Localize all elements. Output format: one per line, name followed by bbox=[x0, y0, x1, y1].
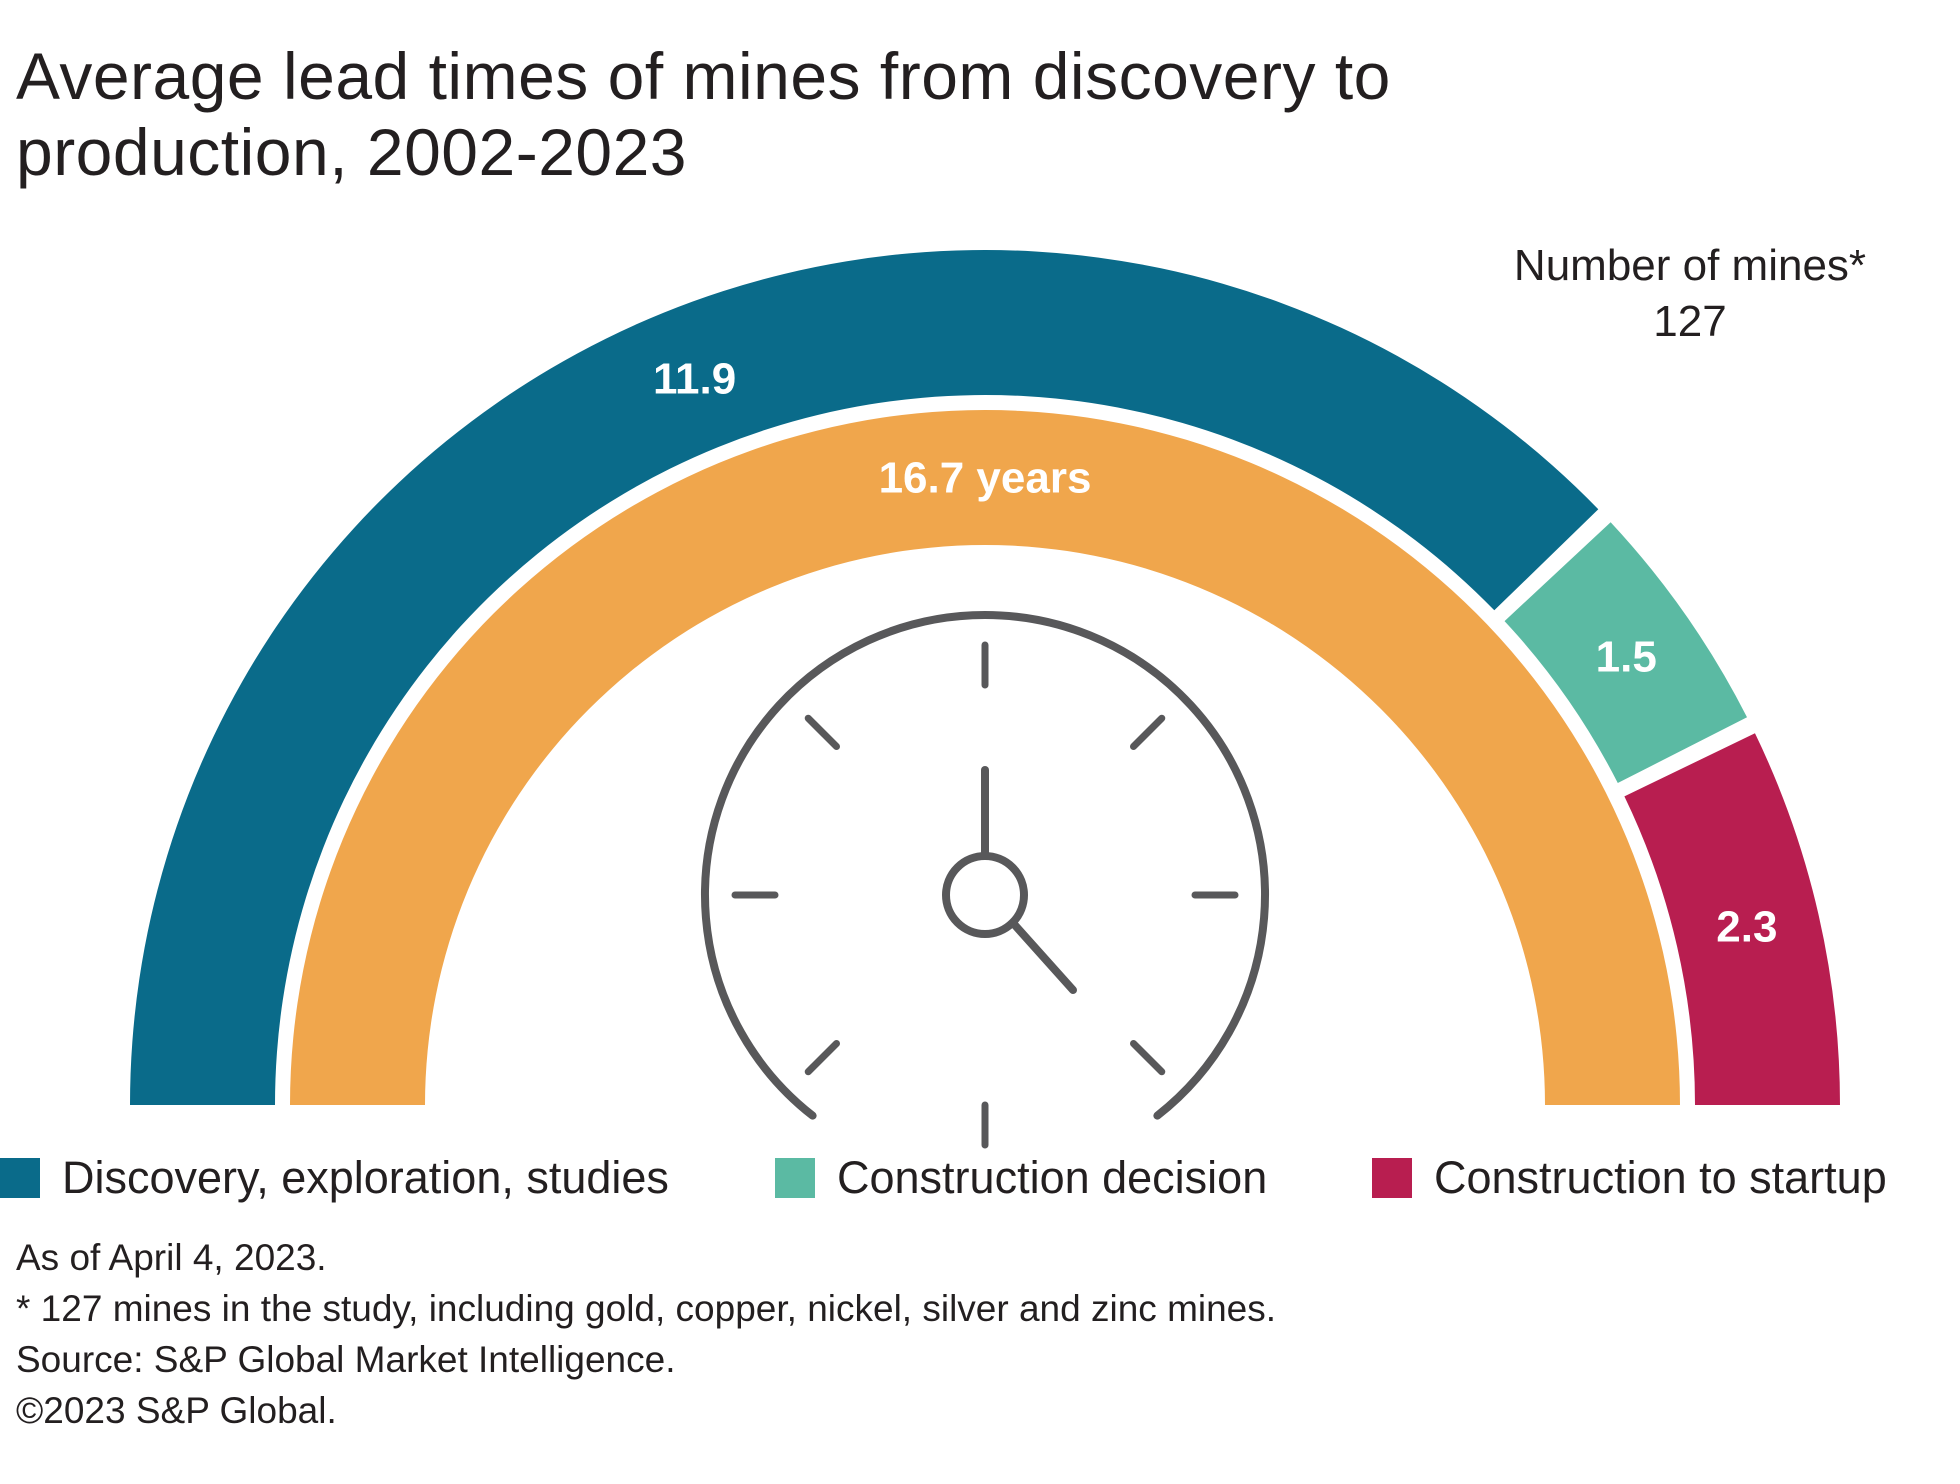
clock-tick-5 bbox=[804, 1039, 841, 1076]
legend-item-construction-decision: Construction decision bbox=[775, 1150, 1267, 1206]
gauge-segment-construction-startup bbox=[1624, 733, 1840, 1105]
clock-center bbox=[942, 852, 1028, 938]
note-copyright: ©2023 S&P Global. bbox=[16, 1390, 337, 1431]
mines-count-box: Number of mines* 127 bbox=[1430, 238, 1950, 350]
note-source: Source: S&P Global Market Intelligence. bbox=[16, 1339, 676, 1380]
mines-count-value: 127 bbox=[1653, 297, 1727, 346]
note-date: As of April 4, 2023. bbox=[16, 1237, 327, 1278]
legend-swatch-construction-decision bbox=[775, 1158, 815, 1198]
legend-item-discovery: Discovery, exploration, studies bbox=[0, 1150, 669, 1206]
mines-count-label: Number of mines* bbox=[1513, 241, 1867, 290]
legend-label-construction-decision: Construction decision bbox=[837, 1152, 1268, 1203]
inner-ring: 16.7 years bbox=[290, 410, 1680, 1105]
legend-item-construction-startup: Construction to startup bbox=[1372, 1150, 1887, 1206]
clock-hour-hand bbox=[1009, 919, 1077, 994]
total-years-label: 16.7 years bbox=[879, 454, 1092, 503]
legend-label-construction-startup: Construction to startup bbox=[1434, 1152, 1887, 1203]
gauge-total-band bbox=[290, 410, 1680, 1105]
segment-value-label-discovery: 11.9 bbox=[653, 354, 736, 403]
legend-swatch-construction-startup bbox=[1372, 1158, 1412, 1198]
legend: Discovery, exploration, studies Construc… bbox=[0, 1150, 1960, 1220]
gauge-segment-construction-decision bbox=[1504, 522, 1748, 784]
note-mines: * 127 mines in the study, including gold… bbox=[16, 1288, 1277, 1329]
clock-tick-1 bbox=[1129, 714, 1166, 751]
lead-time-gauge-chart: 11.9 1.5 2.3 16.7 years bbox=[130, 249, 1840, 1149]
clock-rim bbox=[701, 611, 1269, 1120]
footnotes: As of April 4, 2023. * 127 mines in the … bbox=[16, 1232, 1916, 1436]
segment-value-label-construction-decision: 1.5 bbox=[1596, 633, 1657, 682]
legend-swatch-discovery bbox=[0, 1158, 40, 1198]
legend-label-discovery: Discovery, exploration, studies bbox=[62, 1152, 669, 1203]
clock-tick-7 bbox=[804, 714, 841, 751]
clock-icon bbox=[701, 611, 1269, 1149]
segment-value-label-construction-startup: 2.3 bbox=[1716, 903, 1777, 952]
chart-title: Average lead times of mines from discove… bbox=[16, 39, 1391, 189]
clock-tick-3 bbox=[1129, 1039, 1166, 1076]
gauge-segment-discovery bbox=[130, 249, 1599, 1106]
outer-ring: 11.9 1.5 2.3 bbox=[130, 249, 1840, 1106]
